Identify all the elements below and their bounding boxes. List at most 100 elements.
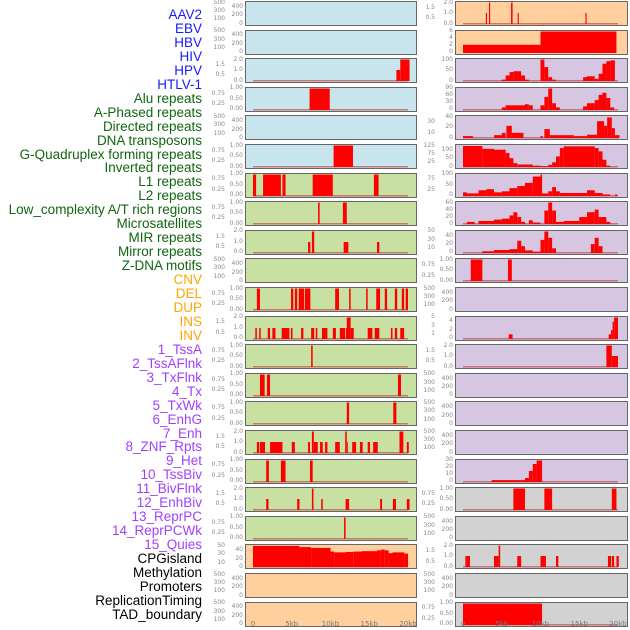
y-tick-label: 1.00 (439, 599, 453, 607)
bar (253, 174, 257, 196)
y-tick-label: 0.75 (211, 146, 225, 154)
bar (540, 556, 546, 568)
y-tick-label: 0.00 (229, 219, 243, 227)
y-tick-label: 400 (441, 374, 453, 382)
bar (346, 552, 354, 568)
y-tick-label: 2.0 (233, 427, 243, 435)
bar (511, 2, 513, 24)
bar (521, 245, 525, 253)
track-label: HIV (179, 48, 202, 64)
bar (602, 159, 607, 167)
track-label: INS (179, 313, 202, 329)
y-tick-label: 1.0 (443, 9, 453, 16)
y-tick-label: 0.50 (229, 523, 243, 531)
bar (478, 221, 494, 225)
track-plot (253, 231, 408, 254)
y-tick-label: 50 (427, 227, 435, 235)
bar (266, 374, 271, 396)
x-tick-label: 0 (250, 620, 256, 628)
track-label: 12_EnhBiv (136, 495, 202, 511)
bar (346, 317, 351, 339)
y-tick-label: 1.00 (229, 456, 243, 464)
bar (548, 77, 553, 82)
bar (544, 210, 549, 225)
bar (311, 548, 331, 568)
bar (611, 329, 613, 339)
bar (513, 212, 518, 225)
x-tick-label: 15kb (360, 620, 378, 628)
baseline (463, 366, 618, 368)
y-tick-label: 300 (213, 35, 225, 43)
left-track-panel (245, 601, 417, 627)
bar (606, 165, 611, 167)
y-tick-label: 300 (423, 378, 435, 386)
bar (563, 221, 580, 225)
right-track-panel (455, 573, 628, 598)
bar (488, 2, 491, 24)
bar (377, 550, 381, 568)
bar (540, 31, 617, 53)
track-plot (456, 288, 627, 311)
track-label: 4_Tx (171, 383, 202, 399)
y-tick-label: 0 (239, 591, 243, 599)
y-tick-label: 1.5 (215, 60, 225, 68)
bar (610, 107, 615, 110)
y-tick-label: 2.0 (443, 341, 453, 349)
track-label: 6_EnhG (152, 411, 202, 427)
y-tick-label: 25 (427, 185, 435, 193)
bar (282, 174, 286, 196)
bar (532, 251, 541, 253)
baseline (253, 108, 408, 111)
y-tick-label: 0.75 (421, 604, 435, 612)
y-tick-label: 0 (449, 48, 453, 56)
y-tick-label: 100 (441, 170, 453, 178)
track-plot (463, 31, 617, 53)
bar (606, 97, 611, 110)
y-tick-label: 0.25 (211, 157, 225, 165)
y-tick-label: 100 (423, 587, 435, 595)
y-tick-label: 300 (423, 521, 435, 529)
y-tick-label: 0.5 (425, 557, 435, 565)
bar (494, 249, 510, 253)
right-track-panel (455, 201, 628, 227)
y-tick-label: 200 (231, 125, 243, 133)
bar (312, 174, 333, 196)
bar (380, 549, 385, 568)
y-tick-label: 1.00 (229, 284, 243, 292)
y-tick-label: 400 (441, 574, 453, 582)
y-tick-label: 200 (231, 583, 243, 591)
y-tick-label: 0.75 (211, 89, 225, 97)
y-tick-label: 0.50 (229, 466, 243, 474)
bar (343, 241, 349, 253)
y-tick-label: 300 (213, 607, 225, 615)
bar (598, 245, 603, 253)
y-tick-label: 300 (423, 578, 435, 586)
y-tick-label: 0.50 (439, 266, 453, 274)
y-tick-label: 60 (445, 198, 453, 206)
right-track-panel (455, 29, 628, 55)
y-tick-label: 0.50 (229, 94, 243, 102)
y-tick-label: 500 (213, 599, 225, 607)
y-tick-label: 0.50 (229, 180, 243, 188)
baseline (253, 309, 408, 311)
bar (552, 186, 556, 196)
y-tick-label: 2 (449, 325, 453, 333)
bar (259, 442, 266, 453)
y-tick-label: 30 (217, 550, 225, 558)
y-tick-label: 20 (235, 554, 243, 562)
track-label: DEL (175, 286, 202, 301)
y-tick-label: 400 (231, 31, 243, 39)
bar (346, 402, 350, 425)
y-tick-label: 0.00 (229, 391, 243, 399)
y-tick-label: 500 (213, 112, 225, 120)
y-tick-label: 400 (231, 117, 243, 125)
bar (259, 374, 265, 396)
track-plot (246, 116, 416, 139)
track-plot (253, 174, 408, 197)
bar (532, 463, 537, 482)
bar (521, 222, 525, 225)
bar (517, 217, 522, 225)
bar (291, 442, 295, 453)
bar (482, 148, 494, 167)
bar (607, 117, 612, 139)
